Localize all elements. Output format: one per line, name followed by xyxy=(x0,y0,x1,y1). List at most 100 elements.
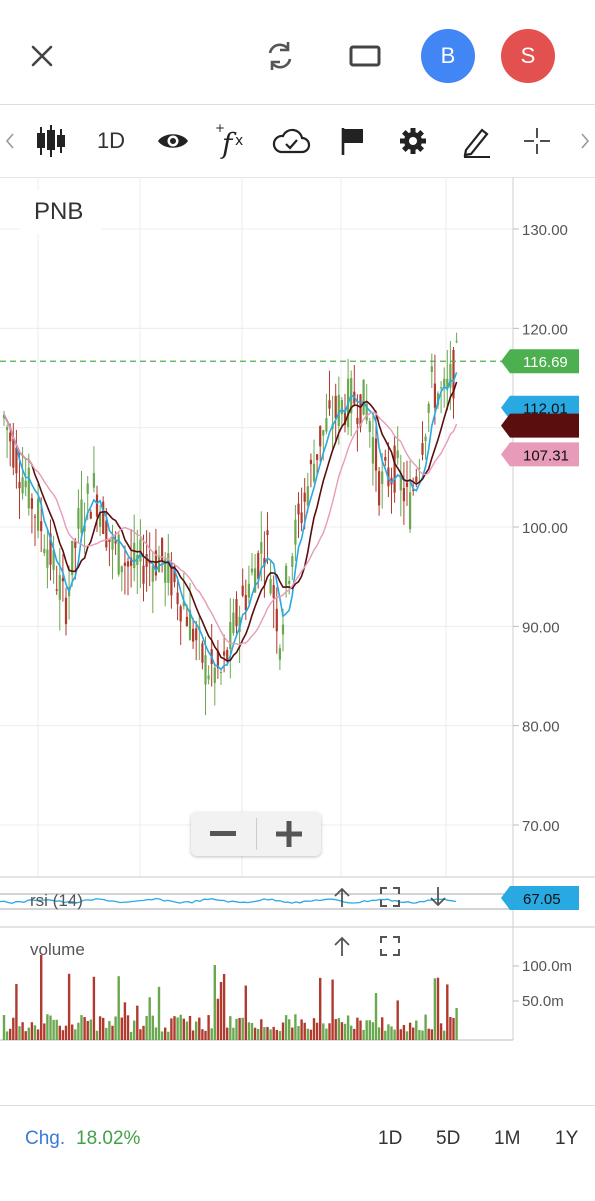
flag-icon[interactable] xyxy=(330,105,376,177)
volume-bar xyxy=(2,1015,6,1040)
range-5d[interactable]: 5D xyxy=(436,1128,461,1149)
zoom-out-button[interactable] xyxy=(191,812,256,856)
window-icon[interactable] xyxy=(344,36,386,76)
candle-body xyxy=(108,538,111,542)
volume-bar xyxy=(238,1018,241,1040)
candle-body xyxy=(260,541,263,554)
ma-fast-line xyxy=(3,371,458,671)
volume-bar xyxy=(105,1027,108,1040)
volume-bar xyxy=(235,1018,238,1040)
volume-bar xyxy=(408,1022,412,1040)
interval-selector[interactable]: 1D xyxy=(96,128,126,153)
volume-bar xyxy=(343,1023,347,1040)
volume-bar xyxy=(418,1029,421,1040)
volume-bar xyxy=(396,1000,399,1040)
volume-bar xyxy=(421,1030,424,1040)
volume-bar xyxy=(334,1019,337,1040)
volume-bar xyxy=(319,977,322,1040)
eye-icon[interactable] xyxy=(150,105,196,177)
candle-body xyxy=(83,525,86,532)
ma-mid-line xyxy=(3,381,458,662)
candle-body xyxy=(213,667,216,683)
volume-bar xyxy=(204,1030,207,1040)
volume-bar xyxy=(443,1030,446,1040)
scroll-right-icon[interactable] xyxy=(574,105,595,177)
volume-bar xyxy=(21,1022,24,1040)
function-icon[interactable]: + f x xyxy=(208,105,254,177)
volume-bar xyxy=(387,1024,390,1040)
candle-body xyxy=(71,540,74,576)
scroll-left-icon[interactable] xyxy=(0,105,20,177)
volume-bar xyxy=(213,965,216,1040)
avatar-b[interactable]: B xyxy=(421,29,475,83)
volume-bar xyxy=(288,1019,291,1040)
volume-bar xyxy=(371,1022,375,1040)
close-icon[interactable] xyxy=(22,36,62,76)
volume-bar xyxy=(67,973,71,1040)
volume-bar xyxy=(167,1031,170,1040)
volume-bar xyxy=(346,1015,350,1040)
volume-bar xyxy=(18,1026,21,1040)
candle-body xyxy=(443,378,446,387)
candle-body xyxy=(288,580,291,584)
candle-body xyxy=(170,563,173,596)
volume-bar xyxy=(325,1028,328,1040)
candle-body xyxy=(337,394,340,426)
volume-axis-label: 100.0m xyxy=(522,958,572,975)
last-price-tag-bg xyxy=(501,349,579,374)
volume-bar xyxy=(55,1019,58,1040)
volume-bar xyxy=(151,1015,154,1040)
volume-bar xyxy=(232,1027,235,1040)
rsi-move-up-icon xyxy=(334,887,350,907)
volume-bar xyxy=(446,984,449,1040)
volume-bar xyxy=(33,1025,37,1040)
candle-body xyxy=(151,565,154,582)
volume-bar xyxy=(71,1024,74,1040)
range-1d[interactable]: 1D xyxy=(378,1128,403,1149)
volume-bar xyxy=(381,1017,384,1040)
volume-bar xyxy=(424,1014,427,1040)
candle-body xyxy=(319,426,322,447)
volume-label: volume xyxy=(30,940,85,959)
candle-body xyxy=(123,562,126,566)
candle-body xyxy=(114,539,117,544)
candle-body xyxy=(322,430,325,436)
candle-body xyxy=(161,538,164,561)
volume-bar xyxy=(433,978,437,1040)
candle-body xyxy=(272,585,275,598)
rsi-value-tag: 67.05 xyxy=(501,886,579,910)
candle-body xyxy=(80,499,83,533)
volume-bar xyxy=(253,1027,257,1040)
price-axis-label: 130.00 xyxy=(522,222,568,239)
svg-text:x: x xyxy=(235,133,243,149)
gear-icon[interactable] xyxy=(390,105,436,177)
candle-body xyxy=(285,565,288,587)
footer-bar: Chg. 18.02% 1D 5D 1M 1Y xyxy=(0,1105,595,1201)
candle-body xyxy=(275,608,278,632)
cloud-icon[interactable] xyxy=(268,105,314,177)
range-1y[interactable]: 1Y xyxy=(555,1128,579,1149)
zoom-in-button[interactable] xyxy=(257,812,322,856)
ma-slow-tag-text: 107.31 xyxy=(523,447,569,464)
crosshair-icon[interactable] xyxy=(514,105,560,177)
volume-bar xyxy=(77,1022,80,1040)
volume-bar xyxy=(275,1029,278,1040)
candle-body xyxy=(368,421,371,432)
candlestick-icon[interactable] xyxy=(28,105,74,177)
volume-bar xyxy=(126,1015,130,1040)
avatar-s[interactable]: S xyxy=(501,29,555,83)
candle-body xyxy=(306,486,309,506)
candle-body xyxy=(64,597,68,625)
pencil-icon[interactable] xyxy=(454,105,500,177)
price-chart[interactable]: 130.00120.00110.00100.0090.0080.0070.00 … xyxy=(0,177,595,1047)
volume-bar xyxy=(160,1031,164,1040)
range-1m[interactable]: 1M xyxy=(494,1128,521,1149)
candle-body xyxy=(396,450,399,459)
refresh-icon[interactable] xyxy=(258,34,302,78)
volume-bar xyxy=(176,1017,179,1040)
candle-body xyxy=(133,542,136,569)
candle-body xyxy=(117,534,120,575)
candle-body xyxy=(77,508,80,529)
candle-body xyxy=(40,521,43,532)
volume-bar xyxy=(89,1019,92,1040)
